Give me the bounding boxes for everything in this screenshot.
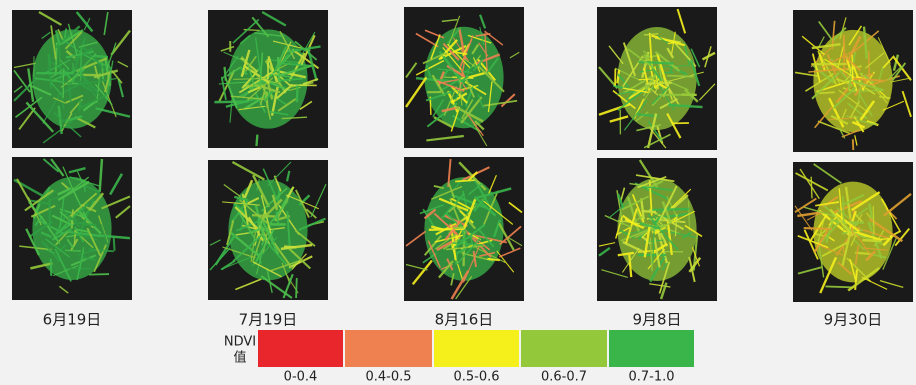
plant-stroke [94,56,108,57]
legend-swatch [521,330,607,367]
plant-stroke [652,209,689,210]
legend-swatch [345,330,432,367]
plant-stroke [102,62,103,79]
legend-title: NDVI [224,335,256,350]
legend-title: 值 [233,350,246,366]
legend-label: 0.7-1.0 [628,370,674,385]
plant-stroke [89,274,109,275]
legend-label: 0.4-0.5 [365,370,411,385]
plant-stroke [804,228,832,229]
date-label: 7月19日 [239,311,298,329]
plant-stroke [453,228,464,229]
plant-stroke [811,177,812,199]
date-label: 8月16日 [435,311,494,329]
plant-stroke [873,206,874,234]
date-label: 9月30日 [824,311,883,329]
legend-label: 0.5-0.6 [453,370,499,385]
plant-stroke [645,83,672,84]
legend-label: 0-0.4 [284,370,318,385]
legend-swatch [609,330,694,367]
plant-stroke [852,54,853,81]
plant-stroke [256,135,257,146]
plant-stroke [667,76,694,77]
plant-stroke [862,240,881,241]
plant-stroke [81,48,82,81]
plant-stroke [429,229,464,230]
plant-stroke [65,250,81,251]
plant-stroke [819,92,834,93]
date-label: 9月8日 [632,311,681,329]
date-label: 6月19日 [43,311,102,329]
plant-stroke [297,85,298,102]
plant-stroke [114,237,115,250]
figure: NDVI 值 6月19日 7月19日 8月16日 9月8日 9月30日 0-0.4 0.4-… [0,0,916,385]
plant-stroke [825,286,853,287]
legend-swatch [434,330,519,367]
plant-stroke [296,278,297,298]
plant-stroke [79,99,80,110]
legend-swatch [258,330,343,367]
legend-label: 0.6-0.7 [541,370,587,385]
plant-stroke [844,35,845,56]
plant-stroke [214,102,248,103]
